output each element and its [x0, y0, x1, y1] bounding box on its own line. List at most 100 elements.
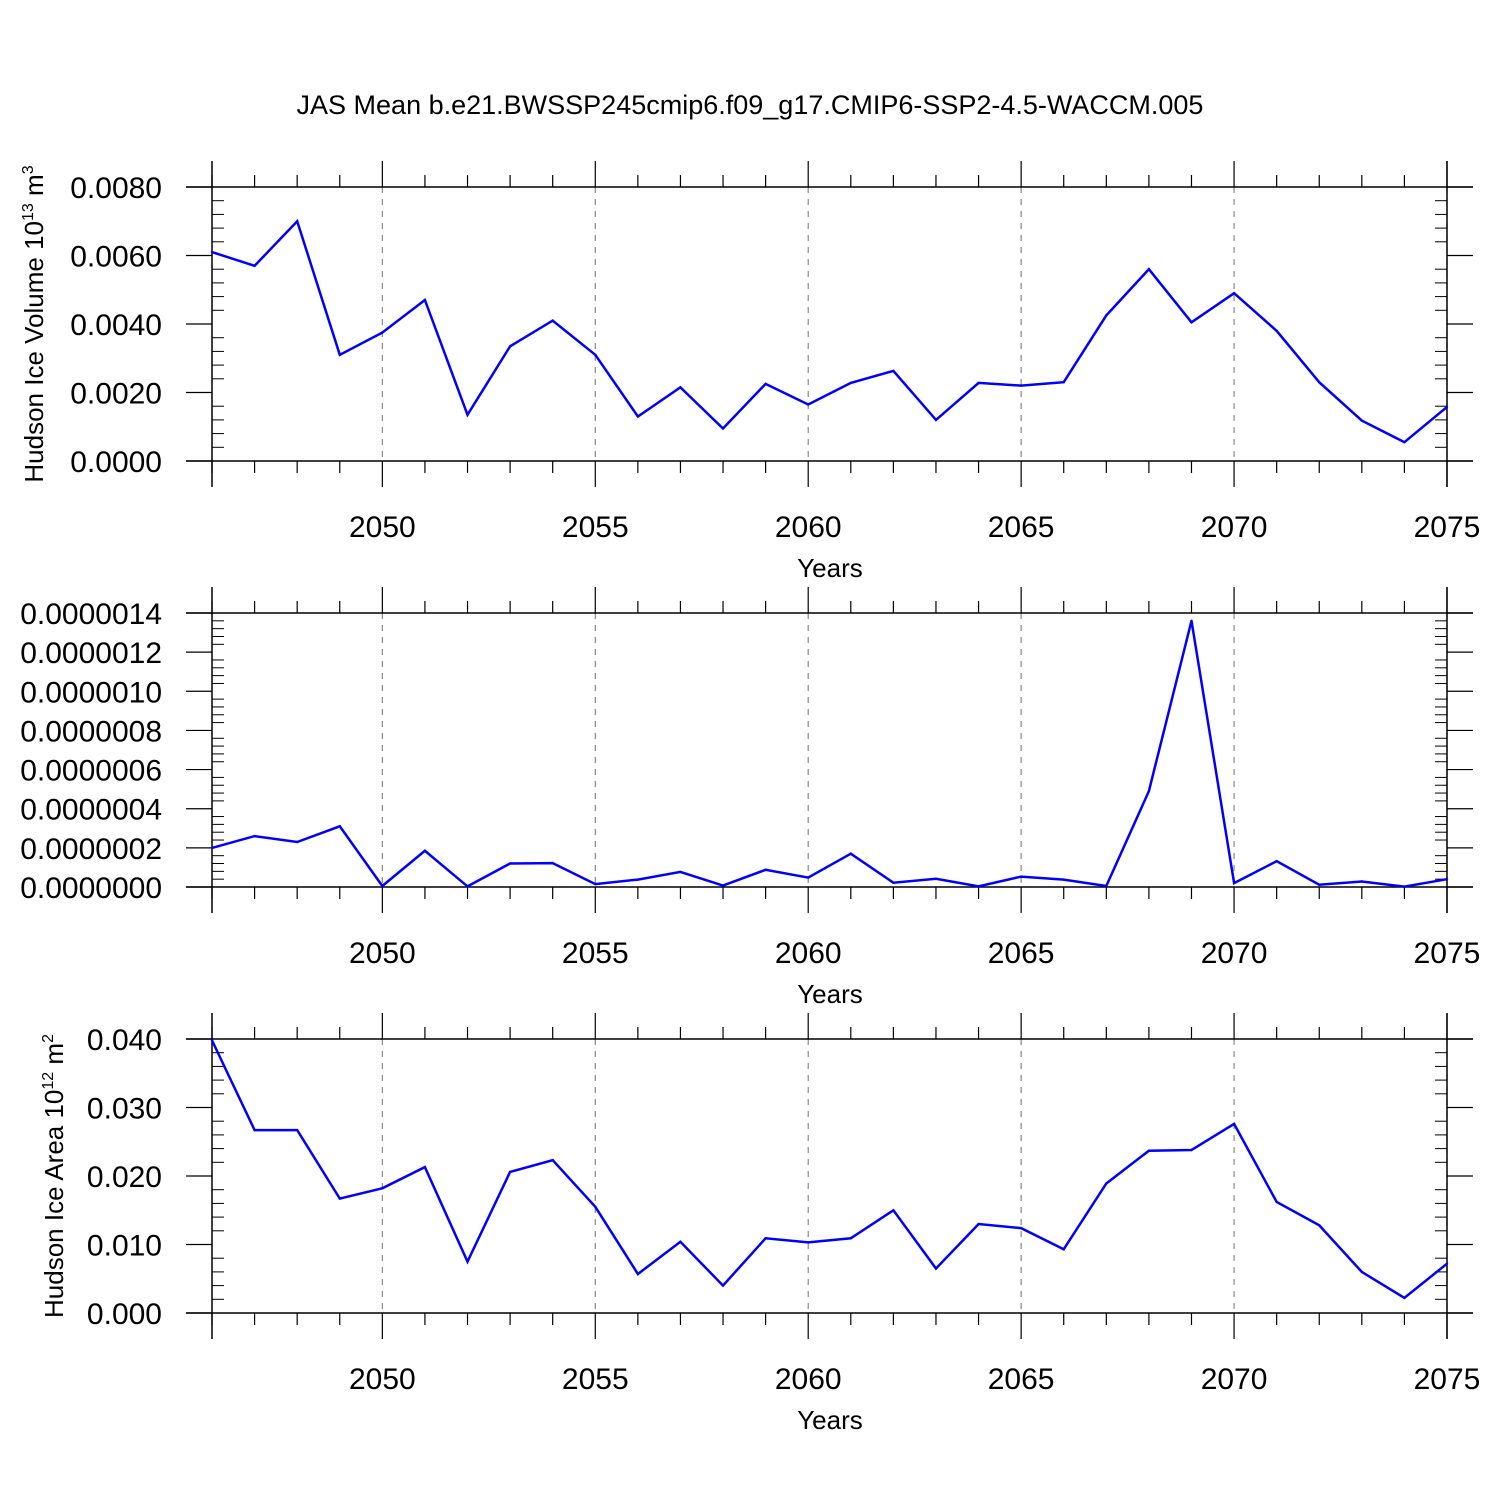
data-point — [1403, 885, 1406, 888]
data-point — [849, 1237, 852, 1240]
data-point — [1360, 419, 1364, 422]
data-point — [721, 884, 725, 887]
data-point — [1147, 789, 1151, 793]
data-point — [466, 885, 469, 888]
x-tick-label: 2075 — [1414, 511, 1481, 544]
data-point — [1019, 384, 1023, 387]
x-tick-label: 2060 — [775, 511, 842, 544]
data-point — [1062, 381, 1065, 384]
series-line — [210, 1039, 1448, 1300]
data-point — [1190, 321, 1193, 324]
data-point — [1275, 860, 1278, 863]
y-tick-label: 0.0000010 — [20, 676, 162, 709]
x-axis-title: Years — [797, 979, 863, 1009]
x-tick-label: 2075 — [1414, 937, 1481, 970]
data-point — [594, 882, 597, 886]
y-tick-label: 0.0000012 — [20, 637, 162, 670]
data-point — [253, 1128, 256, 1132]
y-tick-label: 0.020 — [87, 1161, 162, 1194]
y-tick-label: 0.0000000 — [20, 872, 162, 905]
data-point — [807, 1241, 810, 1244]
x-tick-label: 2065 — [988, 511, 1055, 544]
data-point — [338, 825, 341, 828]
data-point — [296, 220, 299, 223]
data-point — [849, 381, 852, 385]
data-point — [636, 415, 640, 418]
data-point — [721, 1284, 725, 1287]
data-point — [210, 846, 214, 850]
x-tick-label: 2065 — [988, 1363, 1055, 1396]
data-point — [1105, 1182, 1108, 1185]
data-point — [508, 345, 512, 348]
y-axis-title: Hudson Ice Volume 1013 m3 — [19, 165, 49, 482]
x-tick-label: 2065 — [988, 937, 1055, 970]
y-axis-title: Hudson Ice Area 1012 m2 — [39, 1034, 69, 1318]
x-tick-label: 2050 — [349, 1363, 416, 1396]
data-point — [1275, 329, 1278, 333]
data-point — [296, 840, 299, 844]
chart-title: JAS Mean b.e21.BWSSP245cmip6.f09_g17.CMI… — [297, 90, 1204, 120]
y-tick-label: 0.0000004 — [20, 794, 162, 827]
x-tick-label: 2050 — [349, 937, 416, 970]
data-point — [508, 1170, 512, 1174]
data-point — [977, 381, 980, 385]
y-tick-label: 0.040 — [87, 1024, 162, 1057]
data-point — [338, 353, 341, 356]
data-point — [210, 250, 214, 254]
x-tick-label: 2060 — [775, 1363, 842, 1396]
data-point — [1445, 405, 1449, 409]
data-point — [977, 1222, 980, 1226]
data-point — [381, 1187, 384, 1190]
data-point — [892, 881, 895, 884]
data-point — [1190, 1148, 1193, 1152]
data-point — [1360, 1270, 1364, 1274]
data-point — [1062, 878, 1065, 881]
y-tick-label: 0.010 — [87, 1230, 162, 1263]
data-point — [679, 870, 682, 874]
data-point — [1232, 881, 1236, 885]
data-point — [423, 298, 427, 302]
data-point — [679, 1240, 682, 1244]
data-point — [1019, 875, 1023, 878]
data-point — [934, 877, 938, 880]
data-point — [764, 1237, 767, 1240]
x-axis-title: Years — [797, 1405, 863, 1435]
panel-middle: Years 2050 2055 2060 2065 2070 2075 0.0000000 0… — [20, 587, 1480, 1009]
data-point — [1318, 883, 1321, 886]
data-point — [1403, 441, 1406, 444]
data-point — [551, 1159, 554, 1162]
data-point — [210, 1039, 214, 1042]
data-point — [721, 427, 725, 430]
data-point — [764, 868, 767, 871]
data-point — [1105, 314, 1108, 317]
y-tick-label: 0.0000002 — [20, 833, 162, 866]
panel-ice-area: Hudson Ice Area 1012 m2 Years 2050 2055 20… — [39, 1013, 1480, 1435]
data-point — [296, 1128, 299, 1132]
data-point — [381, 884, 384, 888]
data-point — [1232, 1122, 1236, 1126]
y-tick-label: 0.0000006 — [20, 755, 162, 788]
data-point — [594, 353, 597, 356]
data-point — [466, 1260, 469, 1263]
x-tick-label: 2055 — [562, 511, 629, 544]
data-point — [1318, 1224, 1321, 1227]
data-point — [1190, 619, 1193, 622]
panel-ice-volume: Hudson Ice Volume 1013 m3 Years 2050 2055… — [19, 161, 1480, 583]
series-line — [211, 218, 1448, 444]
data-point — [1318, 381, 1321, 384]
x-tick-label: 2070 — [1201, 1363, 1268, 1396]
data-point — [423, 1165, 427, 1169]
data-point — [551, 319, 554, 322]
data-point — [1062, 1248, 1065, 1251]
y-tick-label: 0.0020 — [70, 378, 162, 411]
y-tick-label: 0.0000008 — [20, 715, 162, 748]
x-axis-title: Years — [797, 553, 863, 583]
data-point — [1445, 1262, 1449, 1265]
data-point — [253, 264, 256, 267]
data-point — [849, 852, 852, 855]
x-tick-label: 2070 — [1201, 937, 1268, 970]
x-tick-label: 2060 — [775, 937, 842, 970]
x-tick-label: 2050 — [349, 511, 416, 544]
data-point — [636, 878, 640, 881]
